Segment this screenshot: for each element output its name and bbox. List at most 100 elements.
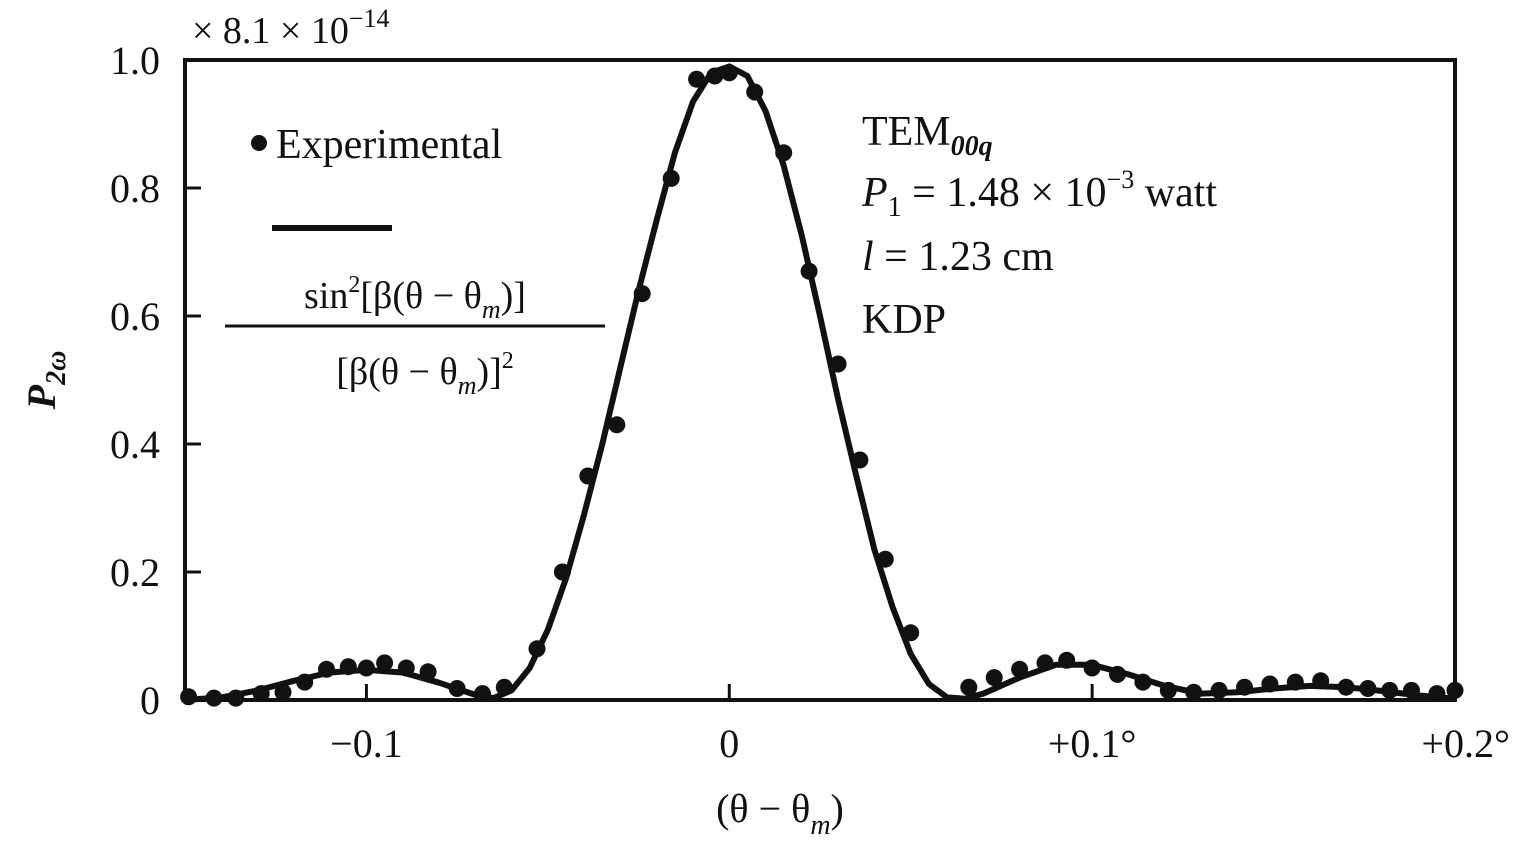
experimental-point — [397, 659, 415, 677]
experimental-point — [553, 563, 571, 581]
experimental-point — [1058, 651, 1076, 669]
experimental-point — [876, 550, 894, 568]
y-axis-label: P2ω — [19, 351, 72, 411]
annotation-power-subscript: 1 — [888, 192, 902, 223]
experimental-point — [227, 689, 245, 707]
x-tick-label: 0 — [719, 721, 739, 766]
experimental-point — [688, 70, 706, 88]
numerator-subscript: m — [482, 295, 501, 324]
experimental-point — [1036, 654, 1054, 672]
experimental-point — [1428, 685, 1446, 703]
denominator-exponent: 2 — [502, 348, 514, 374]
experimental-point — [1261, 675, 1279, 693]
experimental-point — [985, 669, 1003, 687]
experimental-point — [357, 659, 375, 677]
experimental-point — [1083, 659, 1101, 677]
experimental-point — [318, 660, 335, 678]
experimental-point — [775, 144, 793, 162]
experimental-point — [528, 640, 546, 658]
annotation-block: TEM00q P1 = 1.48 × 10−3 watt l = 1.23 cm… — [861, 109, 1217, 343]
experimental-point — [579, 467, 597, 485]
experimental-point — [1286, 673, 1304, 691]
x-axis-label: (θ − θm) — [716, 786, 844, 841]
experimental-point — [706, 67, 724, 85]
y-tick-label: 0.2 — [110, 550, 160, 595]
experimental-point — [633, 285, 651, 303]
annotation-length-value: = 1.23 cm — [874, 234, 1054, 280]
legend-experimental-marker — [251, 135, 267, 151]
plot-frame — [183, 58, 1457, 702]
experimental-point — [720, 64, 738, 82]
x-tick-label: +0.1° — [1048, 721, 1137, 766]
annotation-mode-main: TEM — [862, 109, 951, 155]
legend-experimental-label: Experimental — [276, 122, 502, 168]
experimental-point — [448, 680, 466, 697]
annotation-power-unit: watt — [1134, 170, 1217, 216]
legend-curve-numerator: sin2[β(θ − θm)] — [304, 272, 526, 324]
legend: Experimental sin2[β(θ − θm)] [β(θ − θm)]… — [225, 122, 605, 400]
y-scale-note: × 8.1 × 10−14 — [192, 4, 390, 52]
y-label-main: P — [19, 384, 64, 410]
experimental-points — [180, 64, 1464, 707]
experimental-point — [474, 685, 491, 703]
experimental-point — [1446, 681, 1464, 699]
experimental-point — [1011, 660, 1029, 678]
experimental-point — [1359, 680, 1377, 697]
y-tick-label: 0.4 — [110, 422, 160, 467]
annotation-mode: TEM00q — [862, 109, 993, 162]
annotation-power-symbol: P — [861, 170, 888, 216]
experimental-point — [296, 673, 314, 691]
experimental-point — [746, 83, 764, 101]
experimental-point — [205, 689, 223, 707]
scale-note-base: × 8.1 × 10 — [192, 10, 349, 52]
experimental-point — [1381, 681, 1399, 699]
experimental-point — [1185, 683, 1203, 701]
scale-note-exponent: −14 — [349, 4, 390, 33]
experimental-point — [419, 663, 437, 681]
y-tick-label: 0.6 — [110, 294, 160, 339]
y-tick-label: 1.0 — [110, 38, 160, 83]
x-label-close: ) — [831, 786, 844, 831]
experimental-point — [495, 678, 513, 696]
annotation-power-value: = 1.48 × 10 — [902, 170, 1107, 216]
experimental-point — [252, 685, 270, 703]
x-label-subscript: m — [810, 810, 830, 841]
experimental-point — [1210, 681, 1228, 699]
y-axis-ticks: 0 0.2 0.4 0.6 0.8 1.0 — [110, 38, 201, 723]
x-tick-label: +0.2° — [1421, 721, 1510, 766]
experimental-point — [608, 416, 626, 434]
annotation-length-symbol: l — [862, 234, 874, 280]
experimental-point — [1109, 665, 1126, 683]
denominator-subscript: m — [458, 371, 477, 400]
experimental-point — [339, 658, 357, 676]
annotation-power-exponent: −3 — [1107, 165, 1135, 194]
denominator-body: [β(θ − θ — [336, 351, 457, 393]
experimental-point — [851, 451, 869, 469]
experimental-point — [1312, 672, 1330, 690]
experimental-point — [662, 169, 680, 187]
annotation-crystal: KDP — [862, 297, 946, 343]
experimental-point — [1159, 681, 1177, 699]
x-axis-ticks: −0.1 0 +0.1° +0.2° — [330, 684, 1510, 766]
annotation-power: P1 = 1.48 × 10−3 watt — [861, 165, 1217, 223]
numerator-close: )] — [501, 275, 526, 317]
x-label-main: (θ − θ — [716, 786, 810, 831]
numerator-body: [β(θ − θ — [360, 275, 481, 317]
experimental-point — [1403, 681, 1420, 699]
y-label-subscript: 2ω — [41, 351, 72, 386]
experimental-point — [376, 654, 394, 672]
experimental-point — [274, 683, 292, 701]
y-tick-label: 0.8 — [110, 166, 160, 211]
numerator-sin: sin — [304, 275, 348, 317]
experimental-point — [180, 688, 198, 706]
svg-text:P2ω: P2ω — [19, 351, 72, 411]
x-tick-label: −0.1 — [330, 721, 403, 766]
experimental-point — [800, 262, 818, 280]
y-tick-label: 0 — [140, 678, 160, 723]
experimental-point — [1134, 673, 1152, 691]
experimental-point — [960, 678, 978, 696]
annotation-mode-subscript: 00q — [951, 131, 993, 162]
experimental-point — [829, 355, 847, 373]
experimental-point — [1337, 678, 1355, 696]
